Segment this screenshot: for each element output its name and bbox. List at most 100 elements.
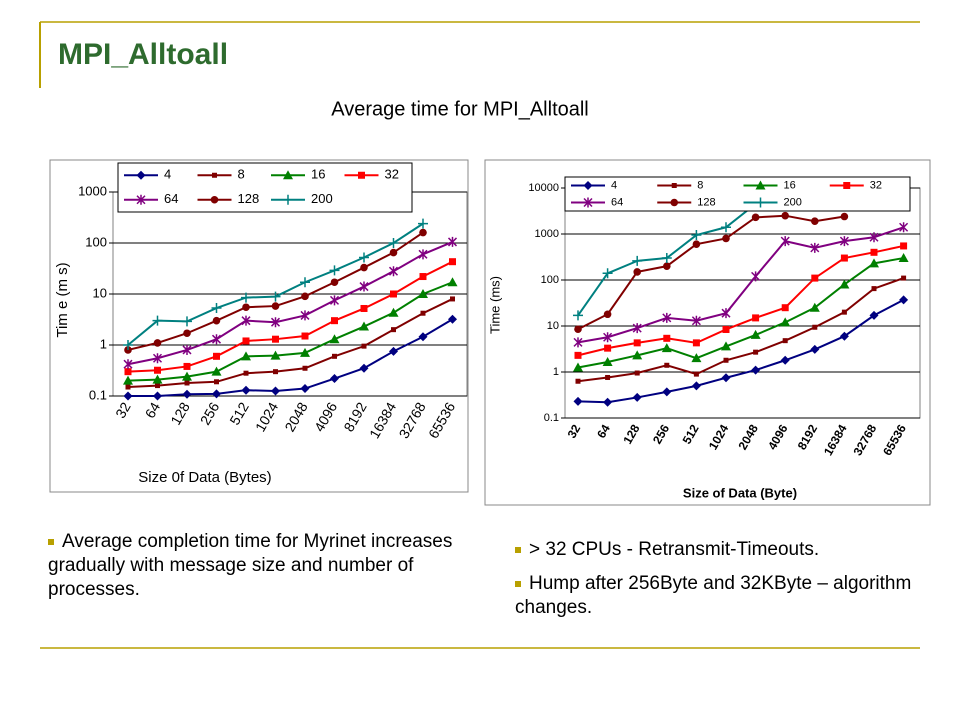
marker [418,249,428,260]
series-line [577,226,904,344]
marker [722,325,730,333]
marker [574,351,582,359]
x-tick-label: 32 [112,399,134,421]
marker [271,386,280,396]
marker [300,277,310,288]
notes-right: > 32 CPUs - Retransmit-Timeouts. Hump aft… [515,538,925,630]
marker [843,182,851,189]
x-tick-label: 32 [565,422,584,441]
marker [899,222,909,233]
marker [573,337,583,348]
bullet-text: Average completion time for Myrinet incr… [48,531,453,600]
marker [211,334,222,345]
marker [123,391,133,401]
legend-label: 200 [311,191,333,206]
marker [125,384,131,390]
marker [755,180,766,190]
series-line [577,298,905,404]
marker [182,344,192,355]
marker [153,339,162,347]
marker [632,350,643,360]
marker [809,302,820,312]
marker [812,324,818,330]
marker [212,172,217,178]
marker [123,340,133,350]
legend-box [564,176,911,212]
marker [360,263,368,272]
marker [692,240,701,249]
marker [210,195,219,204]
marker [447,236,458,247]
y-tick-label: 0.1 [89,387,107,402]
marker [632,323,642,334]
legend-label: 32 [385,167,399,182]
legend-label: 4 [164,167,171,182]
marker [691,315,701,326]
marker [300,347,310,357]
marker [283,194,293,205]
series-line [577,277,904,383]
marker [388,266,399,277]
marker [781,211,789,220]
series-line [127,240,453,366]
marker [692,339,700,347]
marker [330,374,339,384]
marker [154,366,161,374]
y-tick-label: 100 [85,234,107,249]
marker [329,334,340,344]
marker [573,362,583,372]
marker [211,366,222,376]
marker [781,304,789,312]
bullet-text: > 32 CPUs - Retransmit-Timeouts. [529,539,820,560]
marker [213,352,220,360]
series-line [577,257,904,369]
marker [870,248,878,256]
marker [722,234,730,243]
marker [243,370,249,376]
y-tick-label: 10 [547,320,559,332]
marker [241,385,251,395]
marker [811,217,819,225]
marker [182,316,192,327]
marker [182,371,192,381]
x-tick-label: 64 [594,422,613,441]
marker [283,170,293,180]
marker [721,341,731,351]
legend-box [117,162,413,213]
marker [242,303,250,312]
marker [359,321,369,331]
marker [583,197,593,208]
marker [671,183,677,188]
marker [662,387,672,397]
marker [124,368,132,376]
marker [152,315,163,326]
marker [212,316,221,325]
marker [136,194,146,205]
marker [755,197,766,208]
marker [721,373,731,383]
marker [418,218,428,229]
marker [898,253,909,263]
marker [359,281,369,292]
marker [751,213,760,222]
marker [241,315,251,326]
marker [574,325,582,334]
marker [418,332,428,342]
marker [782,338,788,344]
marker [869,258,879,268]
bullet-text: Hump after 256Byte and 32KByte – algorit… [515,573,912,618]
marker [361,343,367,349]
marker [391,327,396,333]
marker [839,279,850,289]
marker [155,383,160,389]
y-tick-label: 1000 [535,228,559,240]
marker [270,317,281,328]
marker [136,170,146,180]
plot-area [564,187,921,419]
marker [900,242,908,250]
marker [241,292,251,303]
marker [693,371,699,377]
marker [664,362,670,368]
